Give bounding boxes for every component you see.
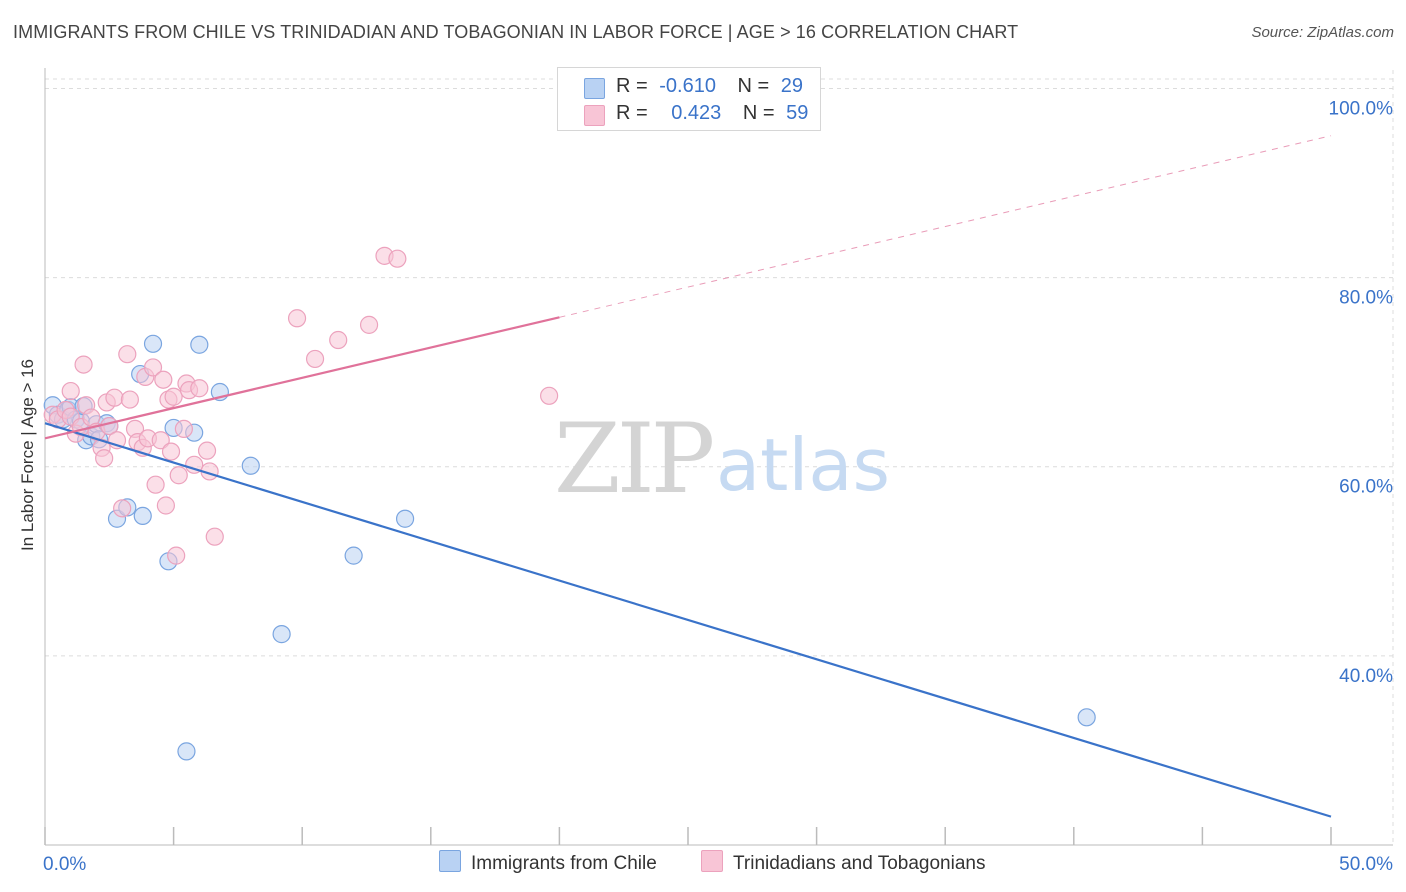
trinidad-trend-line [44,316,560,440]
trinidad-point [143,358,163,377]
trinidad-point [359,315,379,334]
chile-point [241,456,260,475]
y-tick-label: 60.0% [1339,477,1393,498]
trinidad-point [167,546,186,565]
trend-layer [44,135,1332,818]
legend-swatch-pink [584,105,605,126]
trinidad-point [329,330,348,350]
chile-point [1077,708,1096,727]
legend-r-label: R = [616,75,648,97]
legend-text: R = -0.610 N = 29 [616,75,803,98]
trinidad-point [305,349,325,369]
trinidad-point [156,496,175,515]
y-tick-label: 40.0% [1339,666,1393,687]
trinidad-point [146,475,165,494]
chile-point [133,506,152,526]
bottom-legend-label: Immigrants from Chile [471,853,657,874]
chart-title: IMMIGRANTS FROM CHILE VS TRINIDADIAN AND… [13,22,1019,42]
bottom-legend-swatch-blue [439,850,461,872]
bottom-legend-label: Trinidadians and Tobagonians [733,853,986,874]
watermark-atlas: atlas [716,423,890,507]
trinidad-point [118,345,137,364]
chile-point [395,509,415,528]
chile-point [344,546,363,565]
legend-n-label: N = [737,75,770,97]
trinidad-point [388,249,407,268]
y-axis-label: In Labor Force | Age > 16 [18,358,37,552]
trinidad-point [154,370,173,389]
correlation-legend: R = -0.610 N = 29 R = 0.423 N = 59 [557,67,821,131]
trinidad-point [164,387,183,406]
watermark: ZIP atlas [554,403,890,515]
trinidad-point [161,442,181,461]
tick-label-layer: 100.0% 80.0% 60.0% 40.0% 0.0% 50.0% [43,98,1393,875]
chile-trend-line [44,422,1332,818]
trinidad-point [190,379,209,398]
trinidad-point [205,527,224,546]
legend-n-label: N = [742,102,775,124]
bottom-legend-chile: Immigrants from Chile [439,850,657,875]
x-tick-label: 50.0% [1339,854,1393,875]
trinidad-point [287,309,307,328]
chile-point [143,334,163,353]
legend-n-value: 59 [786,102,809,124]
bottom-legend-swatch-pink [701,850,723,872]
legend-text: R = 0.423 N = 59 [616,102,808,125]
source-label: Source: ZipAtlas.com [1251,24,1394,41]
trinidad-point [151,431,170,450]
trinidad-point [174,419,193,439]
trinidad-point [74,355,93,374]
watermark-zip: ZIP [554,403,713,515]
trinidad-point [61,381,80,401]
trinidad-trend-line-extension [559,135,1332,318]
y-tick-label: 100.0% [1329,98,1394,119]
bottom-legend-trinidad: Trinidadians and Tobagonians [701,850,985,875]
chile-point [272,625,291,644]
trinidad-point [197,441,217,460]
axis-layer [44,68,1393,846]
trinidad-point [169,466,188,485]
trinidad-point [540,386,559,405]
trinidad-point [95,449,114,468]
legend-r-label: R = [616,102,648,124]
legend-swatch-blue [584,78,605,99]
legend-r-value: 0.423 [671,102,722,124]
trinidad-point [120,390,139,409]
trinidad-point [113,499,132,518]
chile-point [190,335,209,354]
legend-n-value: 29 [780,75,804,97]
y-tick-label: 80.0% [1339,288,1393,309]
trinidad-point [105,388,124,407]
legend-r-value: -0.610 [659,75,716,97]
chile-point [177,742,196,761]
x-tick-label: 0.0% [43,854,86,875]
